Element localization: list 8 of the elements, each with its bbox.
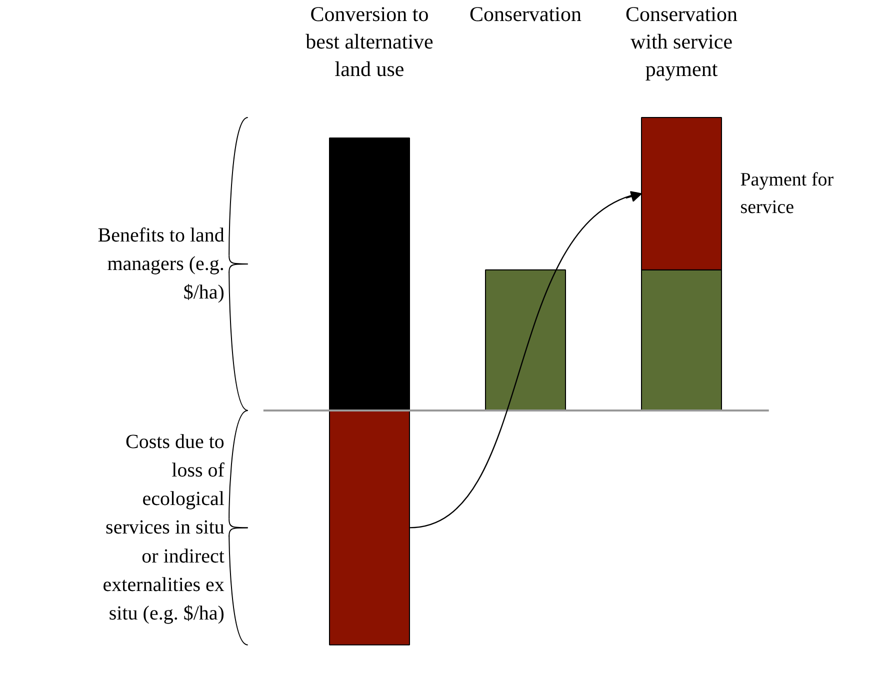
- annotation: Payment for service: [740, 170, 834, 218]
- bar: [485, 269, 566, 411]
- x-tick-label: Conservation with service payment: [626, 2, 738, 81]
- text: Costs due to loss of ecological services in situ or indirect externalities ex situ (e.g. $/ha): [102, 430, 225, 624]
- bar: [329, 138, 410, 411]
- text: Benefits to land managers (e.g. $/ha): [98, 224, 224, 304]
- x-tick-label: Conservation: [470, 2, 582, 26]
- x-tick-label: Conversion to best alternative land use: [306, 2, 434, 81]
